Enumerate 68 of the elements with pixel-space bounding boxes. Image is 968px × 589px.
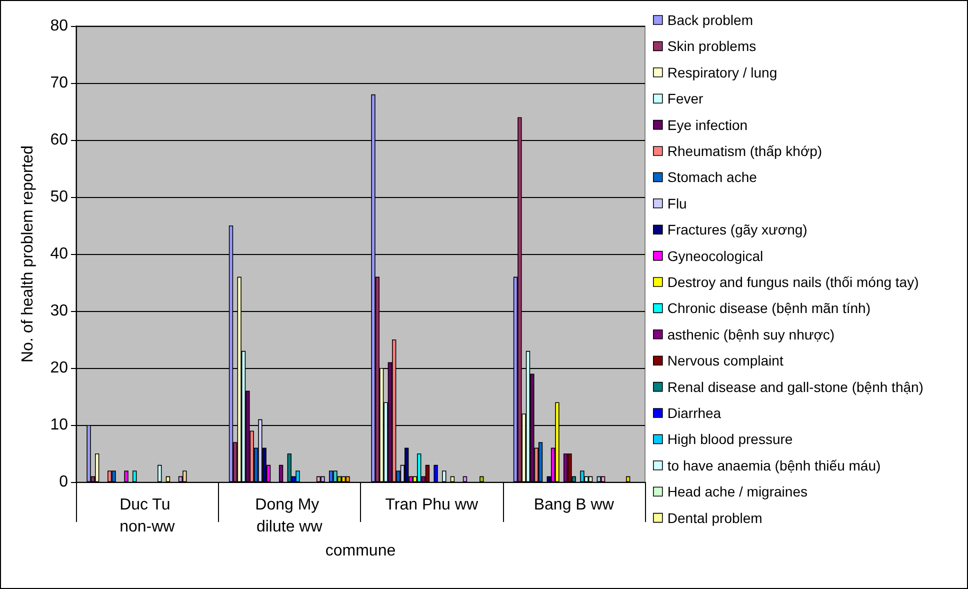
bar (425, 464, 430, 482)
bar (287, 454, 292, 482)
legend-label: Nervous complaint (667, 352, 784, 369)
bar (108, 470, 112, 482)
y-tick-label: 80 (50, 18, 68, 34)
bar (404, 448, 409, 482)
bar (434, 464, 438, 482)
legend-label: Fractures (gãy xương) (667, 222, 808, 238)
bar (316, 476, 321, 482)
y-axis-title: No. of health problem reported (20, 145, 36, 363)
bar (450, 476, 455, 482)
bar (346, 476, 350, 482)
legend-label: Rheumatism (thấp khớp) (667, 143, 822, 159)
bar (132, 470, 137, 482)
x-tick-label: Duc Tu non-ww (120, 496, 176, 536)
legend-label: to have anaemia (bệnh thiếu máu) (667, 457, 881, 474)
legend-label: asthenic (bệnh suy nhược) (667, 326, 835, 342)
legend-label: Stomach ache (667, 169, 758, 186)
x-tick-label: Tran Phu ww (385, 496, 478, 514)
bar (95, 454, 100, 482)
y-tick-label: 30 (50, 302, 68, 320)
bar (588, 476, 593, 482)
bar (568, 454, 572, 482)
bar (580, 470, 584, 482)
bar (600, 476, 606, 482)
x-axis-title: commune (325, 542, 396, 560)
bar (596, 476, 601, 482)
bar (112, 470, 116, 482)
y-tick-label: 60 (50, 132, 68, 148)
y-tick-label: 70 (50, 74, 68, 92)
legend-label: Head ache / migraines (667, 484, 808, 500)
bar (278, 464, 284, 482)
legend-label: Fever (667, 90, 704, 107)
bar (538, 442, 543, 482)
bar (124, 470, 128, 482)
legend-label: Gyneocological (667, 248, 764, 264)
bar (166, 476, 170, 482)
bar (462, 476, 468, 482)
bar (480, 476, 484, 482)
legend-label: Destroy and fungus nails (thối móng tay) (667, 274, 919, 290)
legend-label: Skin problems (667, 38, 756, 54)
bar (328, 470, 334, 482)
legend-label: Diarrhea (667, 405, 722, 421)
legend-label: High blood pressure (667, 431, 793, 448)
x-tick-label: Dong My dilute ww (255, 496, 324, 536)
legend-label: Chronic disease (bệnh mãn tính) (667, 300, 871, 316)
y-tick-label: 20 (50, 360, 68, 376)
bar (417, 454, 422, 482)
bar (333, 470, 338, 482)
legend-label: Eye infection (667, 116, 748, 133)
bar (626, 476, 630, 482)
bar (341, 476, 346, 482)
bar (158, 464, 162, 482)
bar (563, 454, 568, 482)
y-tick-label: 40 (50, 246, 68, 262)
y-tick-label: 10 (50, 416, 68, 434)
legend-label: Respiratory / lung (667, 64, 778, 80)
bar (320, 476, 325, 482)
y-tick-label: 50 (50, 188, 68, 206)
legend-label: Renal disease and gall-stone (bệnh thận) (667, 378, 924, 395)
bar (296, 470, 300, 482)
legend-label: Back problem (667, 12, 753, 28)
legend-label: Dental problem (667, 510, 762, 526)
bar (182, 470, 187, 482)
y-tick-label: 0 (59, 474, 68, 490)
x-tick-label: Bang B ww (534, 496, 614, 514)
bar (442, 470, 446, 482)
legend-label: Flu (667, 195, 687, 212)
